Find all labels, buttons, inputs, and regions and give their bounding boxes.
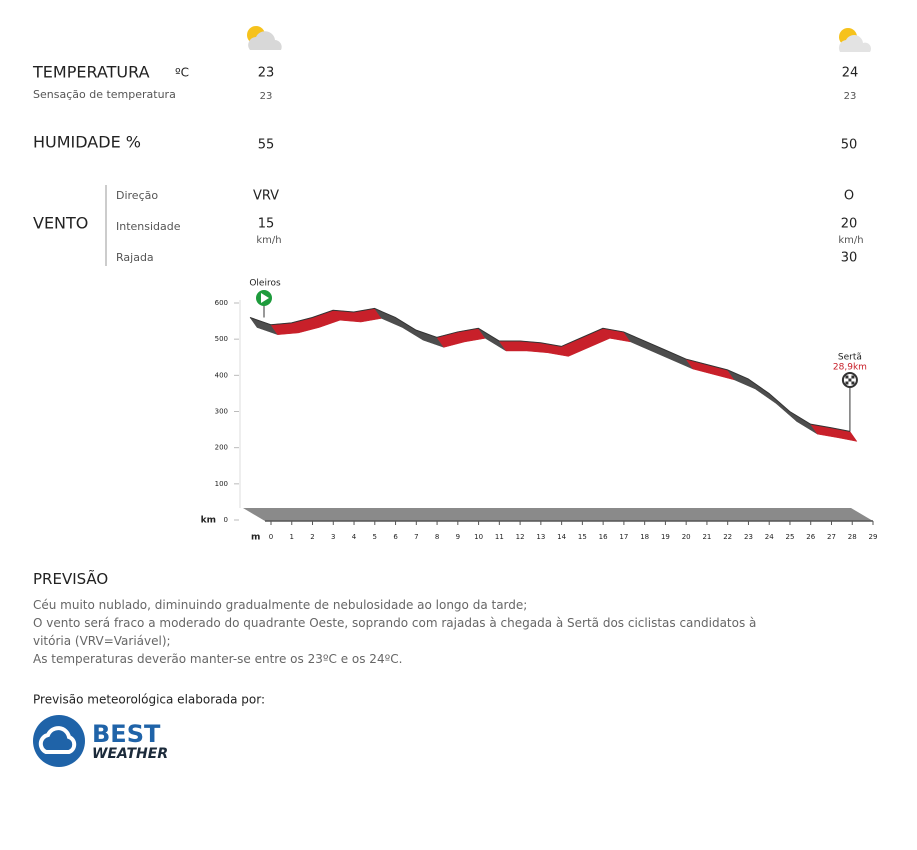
profile-ribbon <box>789 411 818 435</box>
humidity-label: HUMIDADE % <box>33 133 141 152</box>
x-tick-label: 7 <box>414 533 418 541</box>
logo-top: BEST <box>92 720 161 748</box>
profile-ribbon <box>395 317 424 341</box>
profile-line <box>249 307 851 432</box>
intensity-label: Intensidade <box>116 220 181 233</box>
x-tick-label: 25 <box>786 533 795 541</box>
x-tick-label: 28 <box>848 533 857 541</box>
finish-check <box>851 375 855 379</box>
logo <box>33 715 85 767</box>
x-tick-label: 22 <box>723 533 732 541</box>
x-axis-label: m <box>251 533 260 543</box>
x-tick-label: 24 <box>765 533 774 541</box>
x-tick-label: 4 <box>352 533 357 541</box>
profile-ribbon <box>748 378 777 404</box>
direction-label: Direção <box>116 189 158 202</box>
x-tick-label: 23 <box>744 533 753 541</box>
x-tick-label: 1 <box>290 533 294 541</box>
intensity: 15 <box>258 217 275 232</box>
humidity: 50 <box>841 138 858 153</box>
y-tick-label: 100 <box>215 480 228 488</box>
feels-like-label: Sensação de temperatura <box>33 88 176 101</box>
forecast: PREVISÃO Céu muito nublado, diminuindo g… <box>33 570 793 668</box>
x-tick-label: 29 <box>869 533 878 541</box>
gust: 30 <box>841 251 858 266</box>
direction: VRV <box>253 189 279 204</box>
finish-label: Sertã <box>838 353 862 363</box>
profile-ribbon <box>726 369 756 390</box>
start-label: Oleiros <box>249 279 281 289</box>
y-tick-label: 600 <box>215 299 228 307</box>
x-tick-label: 15 <box>578 533 587 541</box>
temperature: 23 <box>258 66 275 81</box>
x-tick-label: 5 <box>373 533 377 541</box>
x-tick-label: 2 <box>310 533 314 541</box>
start-icon <box>261 293 269 303</box>
x-tick-label: 0 <box>269 533 273 541</box>
y-tick-label: 300 <box>215 408 228 416</box>
gust-label: Rajada <box>116 251 154 264</box>
profile-ribbon <box>643 340 673 361</box>
y-tick-label: 500 <box>215 335 228 343</box>
intensity: 20 <box>841 217 858 232</box>
temperature-unit: ºC <box>175 66 189 80</box>
intensity-unit: km/h <box>838 235 863 246</box>
x-tick-label: 6 <box>393 533 398 541</box>
x-tick-label: 18 <box>640 533 649 541</box>
intensity-unit: km/h <box>256 235 281 246</box>
humidity: 55 <box>258 138 275 153</box>
x-tick-label: 13 <box>536 533 545 541</box>
forecast-title: PREVISÃO <box>33 570 109 588</box>
y-tick-label: 200 <box>215 444 228 452</box>
y-tick-label: 0 <box>224 516 228 524</box>
x-tick-label: 10 <box>474 533 483 541</box>
x-tick-label: 17 <box>619 533 628 541</box>
feels-like: 23 <box>844 91 857 102</box>
finish-check <box>845 375 849 379</box>
y-tick-label: 400 <box>215 371 228 379</box>
x-tick-label: 21 <box>702 533 711 541</box>
forecast-text: As temperaturas deverão manter-se entre … <box>33 652 403 666</box>
x-tick-label: 3 <box>331 533 335 541</box>
x-tick-label: 11 <box>495 533 504 541</box>
forecast-text: O vento será fraco a moderado do quadran… <box>33 616 757 648</box>
forecast-text: Céu muito nublado, diminuindo gradualmen… <box>33 598 528 612</box>
x-tick-label: 19 <box>661 533 670 541</box>
x-tick-label: 12 <box>516 533 525 541</box>
temperature: 24 <box>842 66 859 81</box>
weather-icon <box>247 26 282 50</box>
distance-label: 28,9km <box>833 363 867 373</box>
x-tick-label: 8 <box>435 533 439 541</box>
x-tick-label: 14 <box>557 533 566 541</box>
feels-like: 23 <box>260 91 273 102</box>
credit-text: Previsão meteorológica elaborada por: <box>33 693 265 707</box>
y-axis-label: km <box>201 516 216 526</box>
x-tick-label: 26 <box>806 533 815 541</box>
finish-check <box>851 381 855 385</box>
profile-ribbon <box>478 328 507 352</box>
wind-label: VENTO <box>33 214 88 233</box>
x-tick-label: 16 <box>599 533 608 541</box>
temperature-label: TEMPERATURA <box>32 63 150 82</box>
finish-check <box>848 378 852 382</box>
x-tick-label: 20 <box>682 533 691 541</box>
x-tick-label: 9 <box>456 533 460 541</box>
direction: O <box>844 189 854 204</box>
weather-icon <box>838 28 872 52</box>
logo-bottom: WEATHER <box>92 746 168 762</box>
finish-check <box>845 381 849 385</box>
chart-floor <box>243 508 873 521</box>
x-tick-label: 27 <box>827 533 836 541</box>
